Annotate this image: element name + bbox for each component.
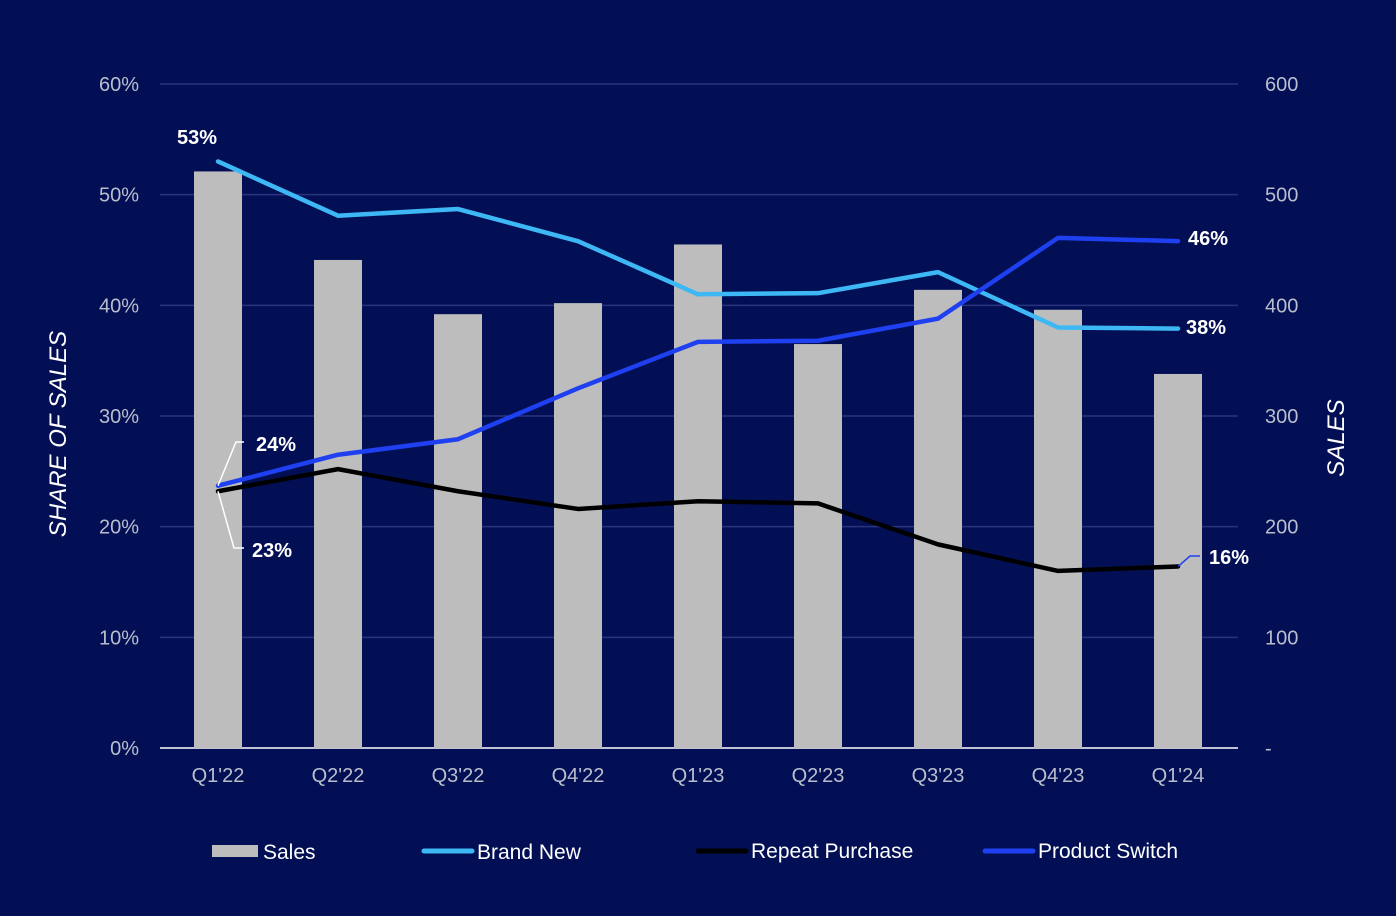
left-axis-tick: 40% (99, 295, 139, 317)
x-axis-tick: Q3'23 (912, 765, 965, 787)
product-switch-line (215, 235, 1181, 488)
repeat-purchase-line (215, 466, 1181, 574)
left-axis-tick: 50% (99, 185, 139, 207)
x-axis-ticks: Q1'22 Q2'22 Q3'22 Q4'22 Q1'23 Q2'23 Q3'23 Q4'23… (192, 765, 1205, 787)
sales-bar (554, 303, 602, 748)
right-axis-tick: 100 (1265, 627, 1298, 649)
sales-bar (674, 244, 722, 748)
right-axis-tick: 600 (1265, 74, 1298, 96)
sales-bar (314, 259, 362, 748)
sales-bar (194, 171, 242, 749)
leader-repeat-last (1177, 555, 1200, 568)
sales-bars (194, 171, 1202, 749)
callout-repeat-first: 23% (252, 540, 292, 562)
left-axis-title: SHARE OF SALES (45, 331, 72, 537)
sales-bar (1154, 373, 1202, 748)
x-axis-tick: Q2'22 (312, 765, 365, 787)
left-axis-tick: 10% (99, 627, 139, 649)
x-axis-tick: Q1'22 (192, 765, 245, 787)
series-lines (215, 159, 1181, 574)
left-axis-tick: 60% (99, 74, 139, 96)
sales-bar (914, 289, 962, 748)
left-axis-ticks: 0% 10% 20% 30% 40% 50% 60% (99, 74, 139, 760)
legend-label-sales: Sales (263, 841, 316, 864)
sales-bar (794, 344, 842, 748)
right-axis-tick: 200 (1265, 517, 1298, 539)
leader-repeat (217, 491, 244, 549)
x-axis-tick: Q2'23 (792, 765, 845, 787)
sales-bar (1034, 309, 1082, 748)
left-axis-tick: 30% (99, 406, 139, 428)
left-axis-tick: 0% (110, 738, 139, 760)
callout-brand-new-last: 38% (1186, 317, 1226, 339)
legend-label-product-switch: Product Switch (1038, 840, 1178, 863)
legend-swatch-sales (212, 845, 258, 857)
right-axis-tick: 500 (1265, 185, 1298, 207)
right-axis-tick: 300 (1265, 406, 1298, 428)
x-axis-tick: Q3'22 (432, 765, 485, 787)
right-axis-ticks: - 100 200 300 400 500 600 (1265, 74, 1298, 760)
x-axis-tick: Q4'22 (552, 765, 605, 787)
legend-label-repeat-purchase: Repeat Purchase (751, 840, 913, 863)
legend-label-brand-new: Brand New (477, 841, 582, 864)
left-axis-tick: 20% (99, 517, 139, 539)
x-axis-tick: Q1'24 (1152, 765, 1205, 787)
legend: Sales Brand New Repeat Purchase Product … (212, 840, 1178, 864)
right-axis-tick: 400 (1265, 295, 1298, 317)
right-axis-title: SALES (1323, 399, 1350, 476)
callout-product-switch-last: 46% (1188, 228, 1228, 250)
brand-new-line (215, 159, 1181, 331)
leader-product-switch (217, 441, 244, 487)
right-axis-tick: - (1265, 738, 1272, 760)
x-axis-tick: Q1'23 (672, 765, 725, 787)
callout-product-switch-first: 24% (256, 434, 296, 456)
sales-bar (434, 314, 482, 748)
callout-brand-new-first: 53% (177, 127, 217, 149)
callouts: 53% 24% 23% 46% 38% 16% (177, 127, 1249, 569)
x-axis-tick: Q4'23 (1032, 765, 1085, 787)
callout-repeat-last: 16% (1209, 547, 1249, 569)
